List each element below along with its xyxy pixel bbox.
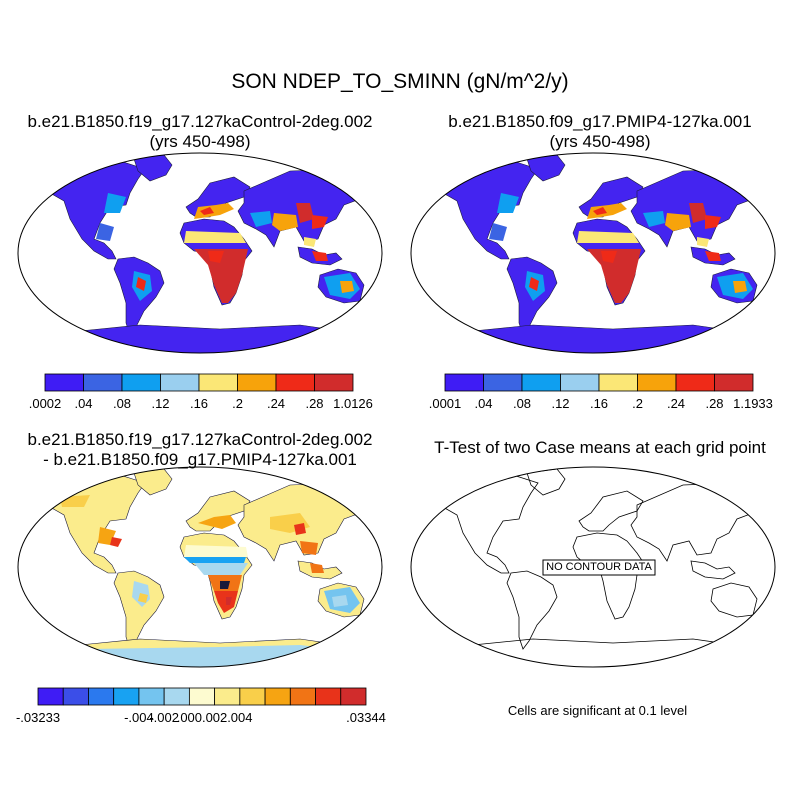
colorbar-swatch xyxy=(37,687,64,706)
colorbar-2-labels: .0001 .04 .08 .12 .16 .2 .24 .28 1.1933 xyxy=(0,396,800,412)
colorbar-tick-label: .04 xyxy=(474,396,493,411)
colorbar-swatch xyxy=(160,373,200,392)
no-contour-data-label: NO CONTOUR DATA xyxy=(546,561,652,573)
panel2-title-line1: b.e21.B1850.f09_g17.PMIP4-127ka.001 xyxy=(448,112,752,131)
colorbar-1-labels: .0002 .04 .08 .12 .16 .2 .24 .28 1.0126 xyxy=(0,396,400,412)
colorbar-swatch xyxy=(483,373,523,392)
map-panel-2 xyxy=(410,152,776,354)
colorbar-tick-label: 1.1933 xyxy=(733,396,773,411)
main-title: SON NDEP_TO_SMINN (gN/m^2/y) xyxy=(231,70,569,93)
map-panel-4 xyxy=(410,466,776,668)
colorbar-tick-label: .0002 xyxy=(28,396,62,411)
colorbar-swatch xyxy=(275,373,315,392)
map-panel-1 xyxy=(17,152,383,354)
panel3-title-line1: b.e21.B1850.f19_g17.127kaControl-2deg.00… xyxy=(27,430,373,449)
map-panel-3 xyxy=(17,466,383,668)
colorbar-swatch xyxy=(340,687,367,706)
colorbar-tick-label: .000 xyxy=(176,710,203,725)
colorbar-swatch xyxy=(315,687,342,706)
colorbar-swatch xyxy=(521,373,561,392)
no-data-box xyxy=(542,559,656,576)
colorbar-tick-label: .24 xyxy=(266,396,286,411)
colorbar-panel-1 xyxy=(44,373,354,392)
colorbar-swatch xyxy=(83,373,123,392)
colorbar-tick-label: .12 xyxy=(551,396,570,411)
colorbar-swatch xyxy=(113,687,140,706)
colorbar-tick-label: .24 xyxy=(666,396,686,411)
panel3-title-line2: - b.e21.B1850.f09_g17.PMIP4-127ka.001 xyxy=(43,450,357,469)
colorbar-panel-3 xyxy=(37,687,367,706)
colorbar-swatch xyxy=(121,373,161,392)
colorbar-swatch xyxy=(264,687,291,706)
colorbar-tick-label: .2 xyxy=(232,396,243,411)
colorbar-swatch xyxy=(675,373,715,392)
panel2-title-line2: (yrs 450-498) xyxy=(549,132,651,151)
colorbar-tick-label: -.03233 xyxy=(15,710,61,725)
colorbar-tick-label: .0001 xyxy=(428,396,462,411)
colorbar-tick-label: .12 xyxy=(151,396,170,411)
colorbar-swatch xyxy=(198,373,238,392)
colorbar-swatch xyxy=(88,687,115,706)
colorbar-swatch xyxy=(62,687,89,706)
colorbar-tick-label: -.002 xyxy=(149,710,179,725)
colorbar-swatch xyxy=(560,373,600,392)
colorbar-tick-label: .004 xyxy=(227,710,253,725)
colorbar-3-labels: -.03233 -.004 -.002.000.002.004 .03344 xyxy=(0,710,400,726)
colorbar-swatch xyxy=(598,373,638,392)
panel1-title: b.e21.B1850.f19_g17.127kaControl-2deg.00… xyxy=(0,112,400,152)
colorbar-swatch xyxy=(214,687,241,706)
colorbar-swatch xyxy=(314,373,354,392)
colorbar-tick-label: .03344 xyxy=(346,710,386,725)
colorbar-swatch xyxy=(138,687,165,706)
colorbar-tick-label: .16 xyxy=(189,396,209,411)
colorbar-tick-label: .2 xyxy=(632,396,643,411)
colorbar-swatch xyxy=(163,687,190,706)
colorbar-swatch xyxy=(444,373,484,392)
colorbar-swatch xyxy=(289,687,316,706)
colorbar-panel-2 xyxy=(444,373,754,392)
panel3-title: b.e21.B1850.f19_g17.127kaControl-2deg.00… xyxy=(0,430,400,470)
panel1-title-line1: b.e21.B1850.f19_g17.127kaControl-2deg.00… xyxy=(27,112,373,131)
significance-note: Cells are significant at 0.1 level xyxy=(507,703,688,718)
colorbar-tick-label: .28 xyxy=(705,396,724,411)
colorbar-swatch xyxy=(237,373,277,392)
colorbar-tick-label: .28 xyxy=(305,396,324,411)
colorbar-tick-label: .16 xyxy=(589,396,609,411)
panel1-title-line2: (yrs 450-498) xyxy=(149,132,251,151)
colorbar-tick-label: .08 xyxy=(112,396,132,411)
colorbar-swatch xyxy=(188,687,216,706)
panel2-title: b.e21.B1850.f09_g17.PMIP4-127ka.001 (yrs… xyxy=(400,112,800,152)
colorbar-tick-label: .04 xyxy=(74,396,93,411)
colorbar-tick-label: -.004 xyxy=(124,710,154,725)
colorbar-tick-label: 1.0126 xyxy=(333,396,373,411)
colorbar-swatch xyxy=(714,373,754,392)
colorbar-tick-label: .002 xyxy=(201,710,228,725)
colorbar-swatch xyxy=(239,687,266,706)
panel4-title: T-Test of two Case means at each grid po… xyxy=(434,438,766,457)
colorbar-swatch xyxy=(637,373,677,392)
colorbar-tick-label: .08 xyxy=(512,396,532,411)
colorbar-swatch xyxy=(44,373,84,392)
